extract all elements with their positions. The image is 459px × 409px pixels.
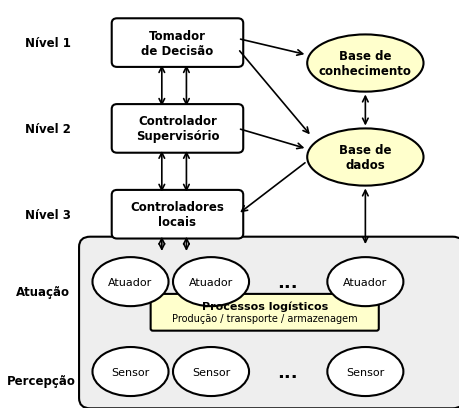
Ellipse shape	[173, 258, 248, 306]
Text: Nível 1: Nível 1	[25, 37, 71, 50]
Text: Base de
conhecimento: Base de conhecimento	[318, 50, 411, 78]
Text: Atuador: Atuador	[189, 277, 233, 287]
Text: Base de
dados: Base de dados	[338, 144, 391, 172]
Text: Atuador: Atuador	[342, 277, 386, 287]
Text: Processos logísticos: Processos logísticos	[201, 301, 327, 312]
Text: Sensor: Sensor	[111, 366, 149, 377]
Ellipse shape	[173, 347, 248, 396]
Text: Controladores
locais: Controladores locais	[130, 201, 224, 229]
Text: Controlador
Supervisório: Controlador Supervisório	[135, 115, 219, 143]
Ellipse shape	[327, 347, 403, 396]
Text: Tomador
de Decisão: Tomador de Decisão	[141, 29, 213, 57]
FancyBboxPatch shape	[112, 19, 243, 68]
Text: Sensor: Sensor	[346, 366, 384, 377]
Text: Percepção: Percepção	[6, 374, 75, 387]
FancyBboxPatch shape	[150, 294, 378, 331]
Text: Nível 2: Nível 2	[25, 123, 71, 135]
Ellipse shape	[307, 129, 423, 186]
Text: Atuador: Atuador	[108, 277, 152, 287]
Ellipse shape	[92, 258, 168, 306]
Ellipse shape	[92, 347, 168, 396]
FancyBboxPatch shape	[79, 237, 459, 408]
Ellipse shape	[327, 258, 403, 306]
FancyBboxPatch shape	[112, 191, 243, 239]
Text: Atuação: Atuação	[16, 285, 70, 299]
Text: ...: ...	[276, 363, 297, 381]
Text: ...: ...	[276, 273, 297, 291]
FancyBboxPatch shape	[112, 105, 243, 153]
Text: Sensor: Sensor	[191, 366, 230, 377]
Text: Nível 3: Nível 3	[25, 208, 71, 221]
Text: Produção / transporte / armazenagem: Produção / transporte / armazenagem	[172, 314, 357, 324]
Ellipse shape	[307, 35, 423, 92]
